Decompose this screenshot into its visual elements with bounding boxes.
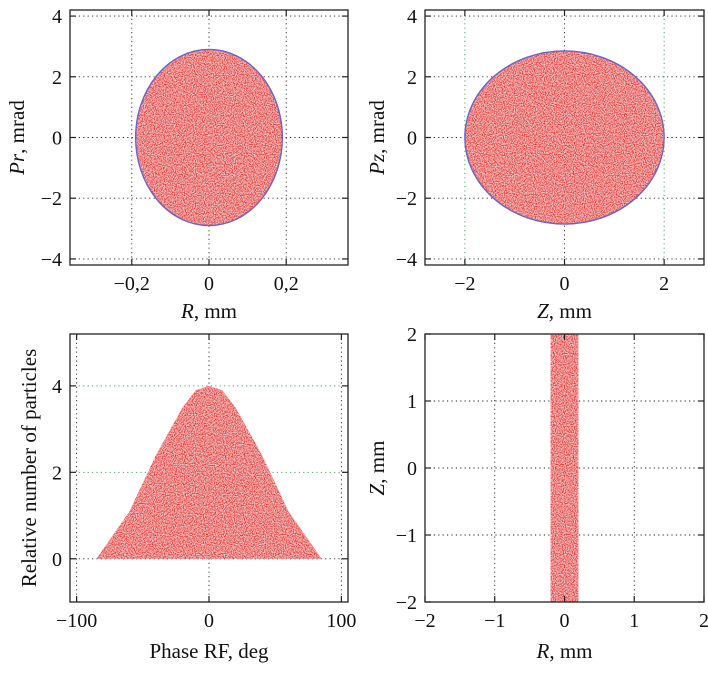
y-tick-label: −2	[41, 188, 62, 210]
x-axis-label: R, mm	[180, 299, 237, 323]
x-tick-label: 0	[204, 610, 214, 632]
y-tick-label: 0	[52, 549, 62, 571]
y-tick-label: 2	[407, 67, 417, 89]
y-axis-label: Pz, mrad	[365, 100, 389, 176]
x-tick-label: −2	[454, 273, 475, 295]
x-tick-label: 0	[560, 273, 570, 295]
y-tick-label: 2	[52, 67, 62, 89]
x-tick-label: 0	[560, 610, 570, 632]
x-tick-label: −100	[56, 610, 97, 632]
panel-pr-vs-r: −0,2 0 0,2 −4 −2 0 2 4 R, mm Pr, mrad	[5, 6, 349, 323]
y-tick-label: 2	[52, 462, 62, 484]
particle-cloud	[135, 49, 283, 226]
x-tick-label: 2	[659, 273, 669, 295]
y-tick-label: −2	[396, 592, 417, 614]
y-tick-label: 0	[52, 128, 62, 150]
panel-pz-vs-z: −2 0 2 −4 −2 0 2 4 Z, mm Pz, mrad	[365, 6, 705, 323]
x-tick-label: 0,2	[274, 273, 299, 295]
y-tick-label: −1	[396, 525, 417, 547]
panel-z-vs-r: −2 −1 0 1 2 −2 −1 0 1 2 R, mm Z, mm	[365, 324, 708, 663]
x-axis-label: Phase RF, deg	[149, 639, 269, 663]
particle-cloud	[464, 50, 665, 225]
panel-phase-histogram: −100 0 100 0 2 4 Phase RF, deg Relative numbe…	[17, 333, 356, 663]
x-tick-label: −2	[414, 610, 435, 632]
y-tick-label: 4	[52, 376, 62, 398]
phase-distribution-area	[96, 385, 322, 559]
y-tick-label: −4	[396, 249, 417, 271]
x-tick-label: 1	[629, 610, 639, 632]
y-tick-label: 4	[407, 6, 417, 28]
y-tick-label: 1	[407, 391, 417, 413]
x-tick-label: −0,2	[114, 273, 150, 295]
y-axis-label: Z, mm	[365, 441, 389, 496]
x-axis-label: Z, mm	[537, 299, 592, 323]
cloud-envelope	[464, 50, 665, 225]
y-tick-label: −4	[41, 249, 62, 271]
particle-band	[550, 334, 579, 602]
y-tick-label: 0	[407, 128, 417, 150]
y-axis-label: Pr, mrad	[5, 100, 29, 176]
x-tick-label: 2	[699, 610, 708, 632]
y-tick-label: 2	[407, 324, 417, 346]
x-tick-label: 0	[204, 273, 214, 295]
x-tick-label: −1	[484, 610, 505, 632]
y-tick-label: −2	[396, 188, 417, 210]
x-tick-label: 100	[326, 610, 356, 632]
y-axis-label: Relative number of particles	[17, 349, 41, 588]
y-tick-label: 4	[52, 6, 62, 28]
y-tick-label: 0	[407, 458, 417, 480]
cloud-envelope	[134, 48, 284, 227]
x-axis-label: R, mm	[536, 639, 593, 663]
